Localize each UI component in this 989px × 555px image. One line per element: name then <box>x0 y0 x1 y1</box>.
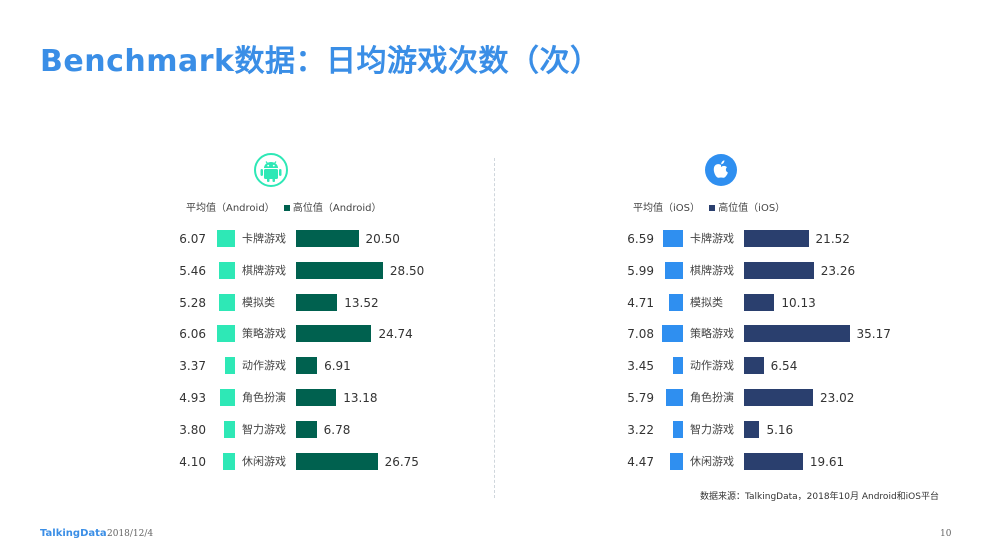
legend-top: 高位值（Android） <box>292 203 382 214</box>
avg-bar <box>224 357 235 375</box>
top-value-label: 6.78 <box>323 422 351 437</box>
top-bar <box>296 261 383 279</box>
avg-value-label: 7.08 <box>627 327 654 342</box>
footer-date: 2018/12/4 <box>107 529 154 539</box>
avg-bar <box>216 325 235 343</box>
top-bar <box>296 230 359 247</box>
avg-value-label: 6.59 <box>627 232 654 246</box>
page-title: Benchmark数据：日均游戏次数（次） <box>40 44 601 79</box>
avg-bar <box>219 293 235 311</box>
category-label: 智力游戏 <box>690 422 734 436</box>
avg-value-label: 4.10 <box>179 454 206 469</box>
avg-bar <box>216 230 235 247</box>
top-bar <box>744 420 760 438</box>
avg-value-label: 5.79 <box>627 391 654 405</box>
top-value-label: 20.50 <box>365 232 400 246</box>
legend-top-swatch <box>283 204 290 211</box>
top-value-label: 13.52 <box>344 295 379 310</box>
top-value-label: 23.02 <box>820 391 855 405</box>
category-label: 模拟类 <box>690 295 723 309</box>
avg-bar <box>220 389 235 406</box>
avg-value-label: 6.07 <box>179 232 206 246</box>
avg-bar <box>665 261 683 279</box>
avg-value-label: 3.45 <box>627 359 654 374</box>
avg-value-label: 6.06 <box>179 327 206 342</box>
top-value-label: 6.91 <box>324 359 351 374</box>
category-label: 智力游戏 <box>242 422 286 436</box>
avg-bar <box>218 261 235 279</box>
legend: 平均值（Android） 高位值（Android） <box>186 199 382 214</box>
legend-avg: 平均值（iOS） <box>633 203 700 214</box>
apple-icon <box>705 154 737 186</box>
avg-bar <box>668 293 683 311</box>
category-label: 策略游戏 <box>242 327 286 341</box>
legend-avg: 平均值（Android） <box>186 203 275 214</box>
category-label: 角色扮演 <box>242 391 286 404</box>
legend-top-swatch <box>709 204 716 211</box>
avg-bar <box>669 452 683 470</box>
avg-value-label: 4.93 <box>179 391 206 405</box>
top-value-label: 24.74 <box>378 327 413 342</box>
top-bar <box>296 325 372 343</box>
top-value-label: 6.54 <box>770 359 798 374</box>
top-bar <box>744 293 775 311</box>
top-bar <box>744 389 814 406</box>
category-label: 休闲游戏 <box>690 454 734 468</box>
avg-value-label: 3.37 <box>179 359 206 374</box>
category-label: 棋牌游戏 <box>690 263 734 277</box>
top-value-label: 10.13 <box>781 295 816 310</box>
footer-brand: TalkingData <box>40 528 107 539</box>
page-number: 10 <box>940 529 952 539</box>
top-bar <box>744 230 809 247</box>
avg-bar <box>663 230 683 247</box>
top-bar <box>744 261 814 279</box>
top-value-label: 13.18 <box>343 391 378 405</box>
top-value-label: 21.52 <box>815 232 850 246</box>
data-source-note: 数据来源：TalkingData，2018年10月 Android和iOS平台 <box>700 492 939 502</box>
top-bar <box>744 357 764 375</box>
category-label: 休闲游戏 <box>242 454 286 468</box>
top-value-label: 28.50 <box>389 263 425 278</box>
category-label: 卡牌游戏 <box>242 232 286 245</box>
top-bar <box>296 420 317 438</box>
top-bar <box>296 357 318 375</box>
category-label: 策略游戏 <box>690 327 734 341</box>
top-value-label: 26.75 <box>384 454 419 469</box>
legend-top: 高位值（iOS） <box>718 203 786 214</box>
panel-divider <box>494 158 495 498</box>
android-icon <box>254 153 288 187</box>
avg-bar <box>223 420 235 438</box>
top-bar <box>296 293 338 311</box>
avg-bar <box>665 389 683 406</box>
top-bar <box>744 325 850 343</box>
avg-value-label: 3.80 <box>179 422 206 437</box>
avg-value-label: 5.28 <box>179 295 206 310</box>
category-label: 棋牌游戏 <box>242 263 286 277</box>
avg-value-label: 5.46 <box>179 263 206 278</box>
category-label: 动作游戏 <box>242 359 286 373</box>
avg-bar <box>673 420 683 438</box>
top-value-label: 35.17 <box>856 327 891 342</box>
avg-bar <box>222 452 235 470</box>
category-label: 角色扮演 <box>690 391 734 404</box>
avg-value-label: 4.71 <box>627 295 654 310</box>
category-label: 卡牌游戏 <box>690 232 734 245</box>
category-label: 动作游戏 <box>690 359 734 373</box>
top-value-label: 5.16 <box>766 422 794 437</box>
top-bar <box>296 389 337 406</box>
top-bar <box>744 452 803 470</box>
avg-value-label: 4.47 <box>627 454 654 469</box>
top-value-label: 19.61 <box>809 454 845 469</box>
legend: 平均值（iOS） 高位值（iOS） <box>633 199 785 214</box>
avg-bar <box>672 357 683 375</box>
avg-value-label: 5.99 <box>627 263 654 278</box>
top-value-label: 23.26 <box>820 263 856 278</box>
avg-bar <box>661 325 683 343</box>
avg-value-label: 3.22 <box>627 422 654 437</box>
top-bar <box>296 452 378 470</box>
category-label: 模拟类 <box>242 295 275 309</box>
